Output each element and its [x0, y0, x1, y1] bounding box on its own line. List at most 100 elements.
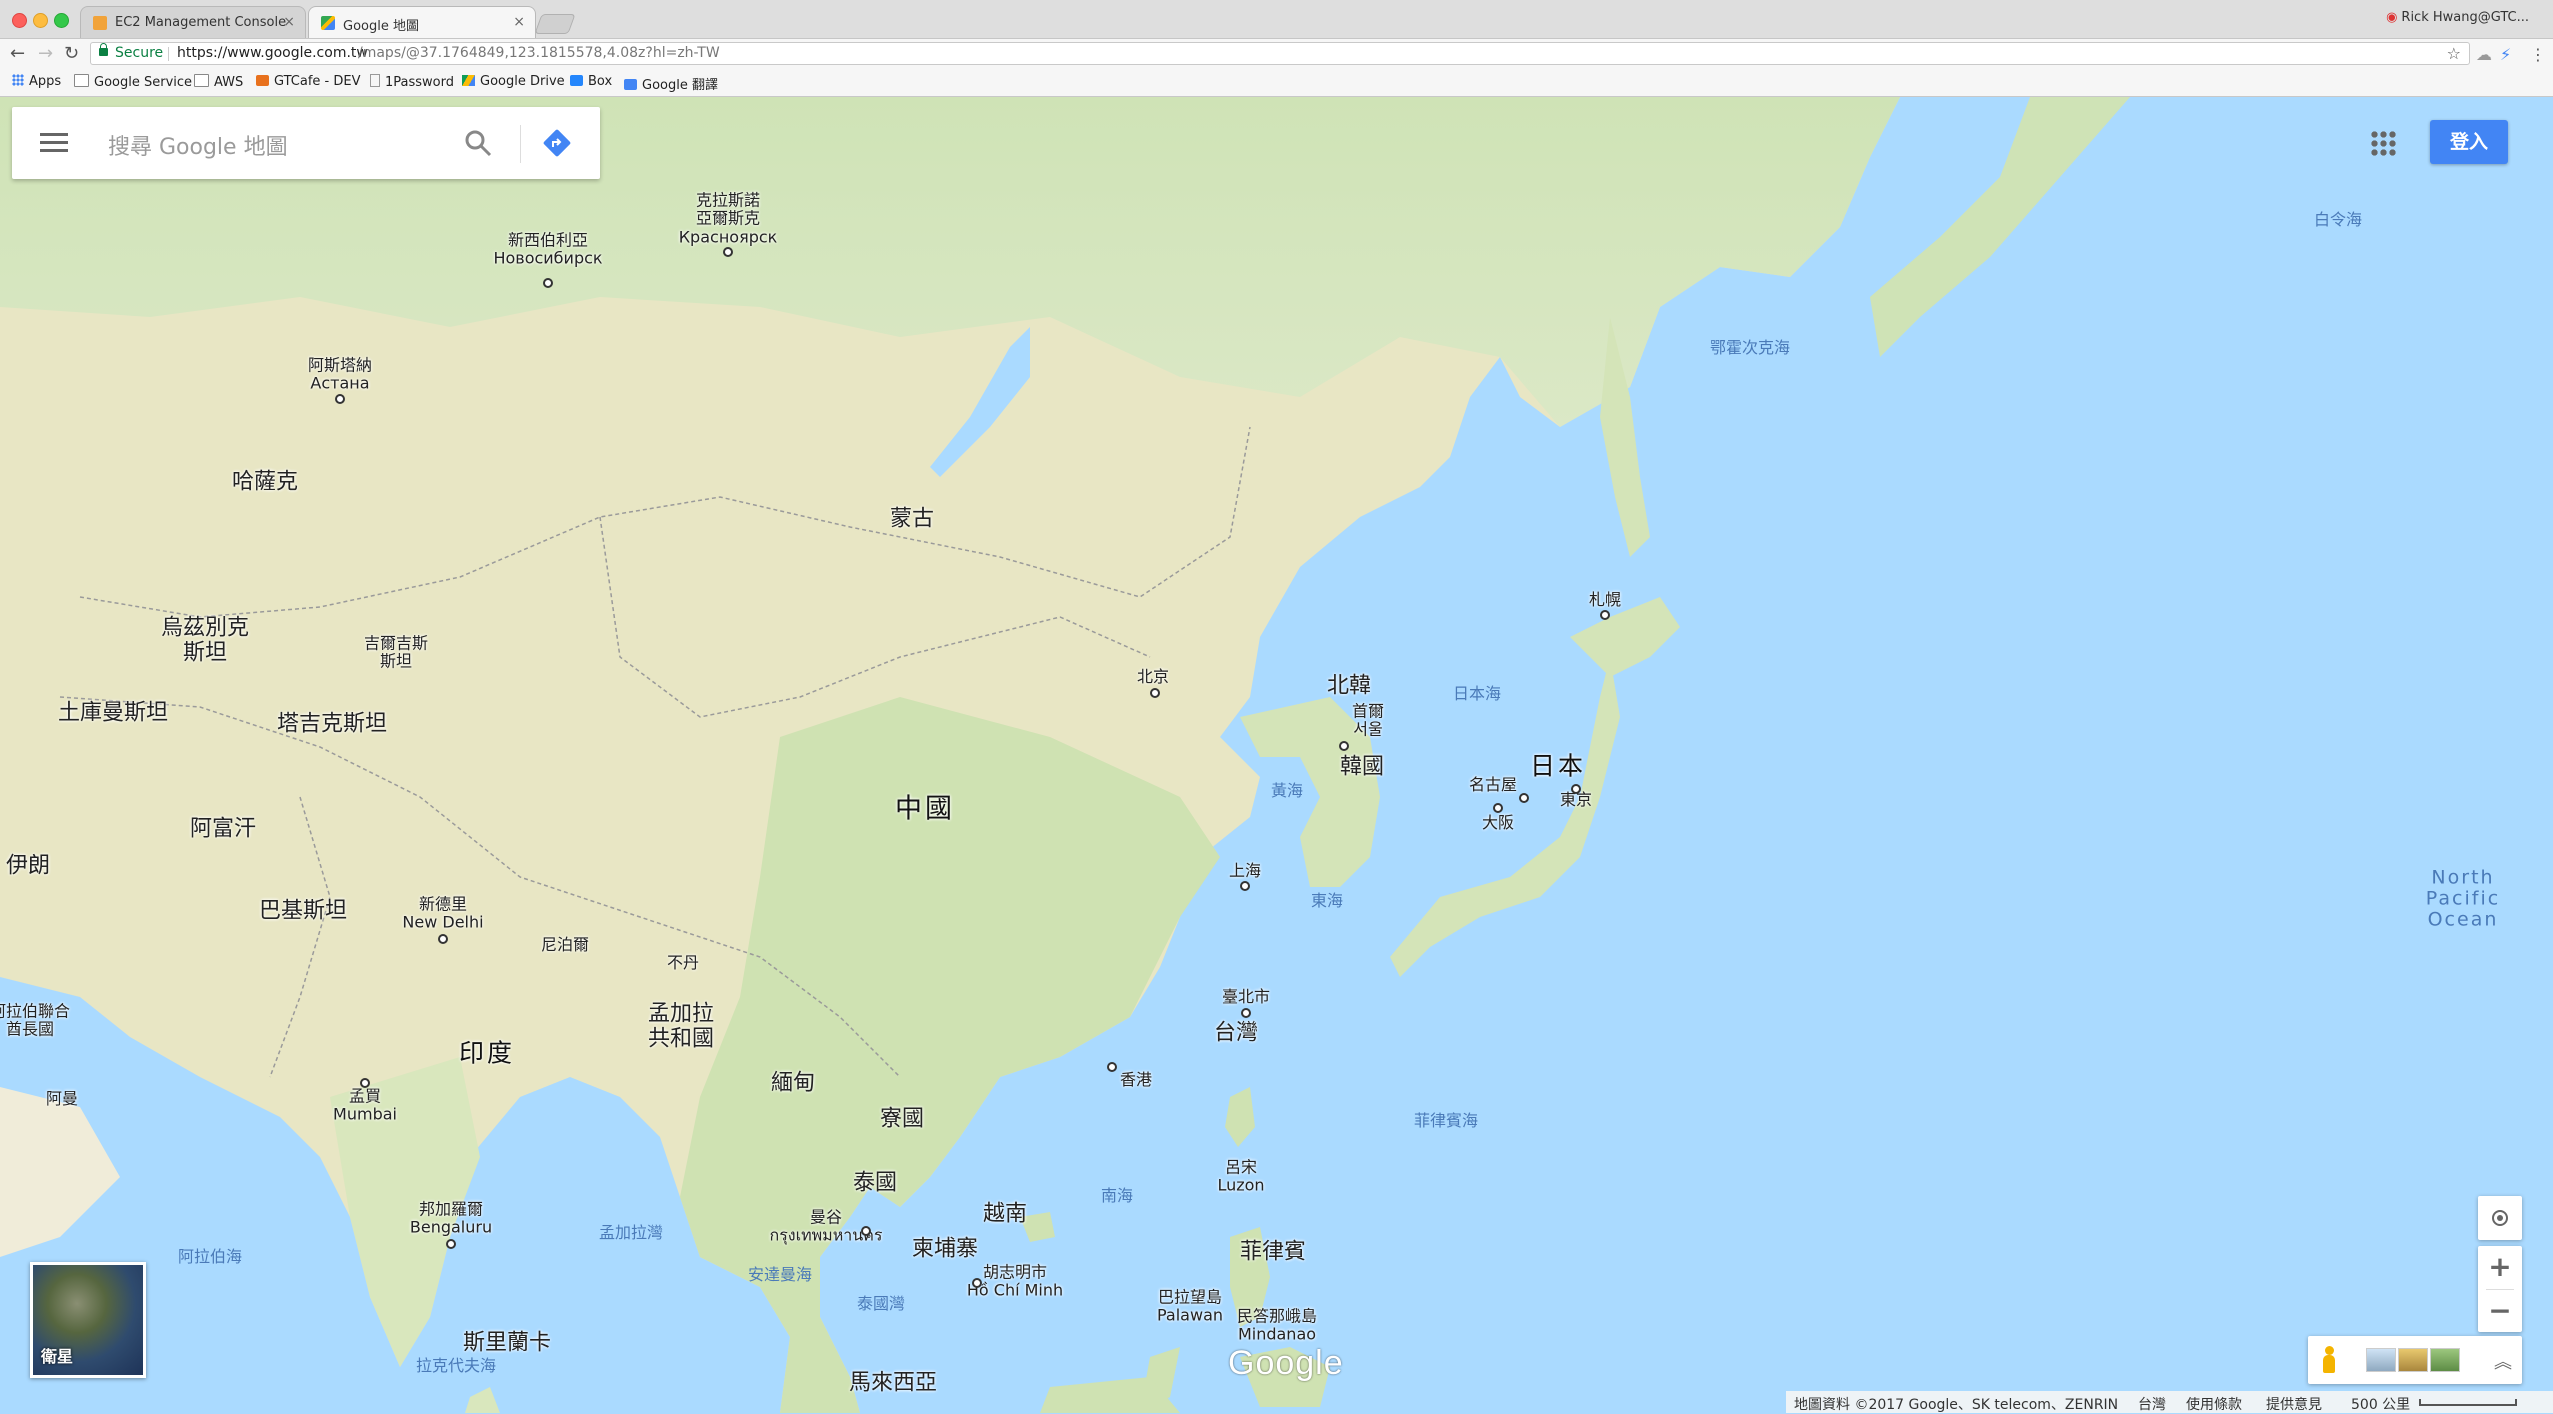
back-arrow-icon[interactable]: ←: [10, 43, 26, 64]
bookmark-google-service[interactable]: Google Service: [74, 74, 192, 90]
label-vietnam[interactable]: 越南: [982, 1201, 1028, 1227]
zoom-out-button[interactable]: −: [2488, 1294, 2512, 1327]
label-south-korea[interactable]: 韓國: [1339, 754, 1385, 780]
label-sea-of-okhotsk[interactable]: 鄂霍次克海: [1709, 337, 1791, 357]
label-japan[interactable]: 日本: [1529, 751, 1587, 781]
menu-hamburger-icon[interactable]: [40, 133, 68, 153]
label-laos[interactable]: 寮國: [879, 1106, 925, 1132]
minimize-window-button[interactable]: [33, 13, 48, 28]
label-oman[interactable]: 阿曼: [45, 1088, 79, 1108]
imagery-thumb[interactable]: [2398, 1348, 2428, 1372]
label-gulf-of-thailand[interactable]: 泰國灣: [856, 1293, 906, 1313]
label-yellow-sea[interactable]: 黃海: [1270, 780, 1304, 800]
label-nepal[interactable]: 尼泊爾: [540, 934, 590, 954]
map-canvas[interactable]: 蒙古 哈薩克 烏茲別克 斯坦 吉爾吉斯 斯坦 土庫曼斯坦 塔吉克斯坦 阿富汗 伊…: [0, 97, 2553, 1413]
sign-in-button[interactable]: 登入: [2430, 120, 2508, 164]
label-east-china-sea[interactable]: 東海: [1310, 890, 1344, 910]
url-bar[interactable]: Secure https://www.google.com.tw /maps/@…: [90, 42, 2470, 65]
label-turkmenistan[interactable]: 土庫曼斯坦: [57, 700, 169, 726]
close-window-button[interactable]: [12, 13, 27, 28]
label-taiwan[interactable]: 台灣: [1213, 1020, 1259, 1046]
label-new-delhi[interactable]: 新德里 New Delhi: [402, 894, 484, 932]
label-sri-lanka[interactable]: 斯里蘭卡: [462, 1330, 552, 1356]
directions-icon[interactable]: [542, 128, 572, 158]
label-bangkok[interactable]: 曼谷 กรุงเทพมหานคร: [769, 1207, 883, 1245]
label-sapporo[interactable]: 札幌: [1588, 589, 1622, 609]
satellite-layer-toggle[interactable]: 衛星: [30, 1262, 146, 1378]
profile-button[interactable]: ◉ Rick Hwang@GTC...: [2386, 10, 2529, 25]
label-andaman-sea[interactable]: 安達曼海: [747, 1264, 813, 1284]
terms-link[interactable]: 使用條款: [2186, 1397, 2242, 1413]
label-afghanistan[interactable]: 阿富汗: [189, 816, 257, 842]
label-nagoya[interactable]: 名古屋: [1468, 774, 1518, 794]
label-shanghai[interactable]: 上海: [1228, 860, 1262, 880]
tab-google-maps[interactable]: Google 地圖 ×: [308, 6, 536, 38]
label-kyrgyzstan[interactable]: 吉爾吉斯 斯坦: [363, 633, 429, 671]
label-mongolia[interactable]: 蒙古: [889, 506, 935, 532]
label-beijing[interactable]: 北京: [1136, 666, 1170, 686]
label-bangladesh[interactable]: 孟加拉 共和國: [647, 1001, 715, 1052]
label-taipei[interactable]: 臺北市: [1221, 986, 1271, 1006]
label-kazakhstan[interactable]: 哈薩克: [231, 469, 299, 495]
bookmark-aws[interactable]: AWS: [194, 74, 243, 90]
close-tab-icon[interactable]: ×: [283, 14, 295, 30]
close-tab-icon[interactable]: ×: [513, 14, 525, 30]
label-north-korea[interactable]: 北韓: [1326, 673, 1372, 699]
label-china[interactable]: 中國: [895, 793, 955, 825]
label-cambodia[interactable]: 柬埔寨: [911, 1236, 979, 1262]
label-philippine-sea[interactable]: 菲律賓海: [1413, 1110, 1479, 1130]
search-icon[interactable]: [464, 129, 492, 157]
zoom-in-button[interactable]: +: [2488, 1250, 2512, 1283]
reload-icon[interactable]: ↻: [64, 43, 80, 64]
new-tab-button[interactable]: [534, 14, 576, 34]
scale-label[interactable]: 500 公里: [2351, 1397, 2411, 1413]
imagery-thumb[interactable]: [2366, 1348, 2396, 1372]
bookmark-1password[interactable]: 1Password: [370, 74, 454, 90]
extension-bolt-icon[interactable]: ⚡: [2500, 45, 2512, 64]
label-novosibirsk[interactable]: 新西伯利亞 Новосибирск: [493, 230, 603, 268]
maximize-window-button[interactable]: [54, 13, 69, 28]
bookmark-apps[interactable]: Apps: [12, 74, 61, 89]
chevron-up-icon[interactable]: ︽: [2494, 1352, 2512, 1373]
label-mumbai[interactable]: 孟買 Mumbai: [333, 1086, 397, 1124]
label-north-pacific-ocean[interactable]: North Pacific Ocean: [2425, 866, 2501, 931]
imagery-thumb[interactable]: [2430, 1348, 2460, 1372]
tab-ec2-console[interactable]: EC2 Management Console ×: [80, 6, 306, 38]
label-myanmar[interactable]: 緬甸: [770, 1070, 816, 1096]
google-apps-icon[interactable]: [2370, 130, 2396, 156]
label-tokyo[interactable]: 東京: [1559, 789, 1593, 809]
my-location-button[interactable]: [2478, 1196, 2522, 1240]
label-iran[interactable]: 伊朗: [5, 853, 51, 879]
feedback-link[interactable]: 提供意見: [2266, 1397, 2322, 1413]
label-seoul[interactable]: 首爾 서울: [1351, 701, 1385, 739]
label-pakistan[interactable]: 巴基斯坦: [258, 898, 348, 924]
search-input[interactable]: 搜尋 Google 地圖: [108, 135, 288, 160]
label-south-china-sea[interactable]: 南海: [1100, 1185, 1134, 1205]
label-bengaluru[interactable]: 邦加羅爾 Bengaluru: [409, 1199, 493, 1237]
label-laccadive-sea[interactable]: 拉克代夫海: [415, 1355, 497, 1375]
label-malaysia[interactable]: 馬來西亞: [848, 1370, 938, 1396]
bookmark-star-icon[interactable]: ☆: [2446, 44, 2461, 63]
pegman-icon[interactable]: [2322, 1346, 2336, 1374]
region-link[interactable]: 台灣: [2138, 1397, 2166, 1413]
label-arabian-sea[interactable]: 阿拉伯海: [177, 1246, 243, 1266]
bookmark-google-drive[interactable]: Google Drive: [462, 74, 565, 89]
label-uzbekistan[interactable]: 烏茲別克 斯坦: [160, 615, 250, 666]
label-thailand[interactable]: 泰國: [852, 1170, 898, 1196]
label-bay-of-bengal[interactable]: 孟加拉灣: [598, 1222, 664, 1242]
label-bhutan[interactable]: 不丹: [666, 952, 700, 972]
label-krasnoyarsk[interactable]: 克拉斯諾 亞爾斯克 Красноярск: [678, 190, 778, 247]
forward-arrow-icon[interactable]: →: [38, 43, 54, 64]
label-philippines[interactable]: 菲律賓: [1239, 1239, 1307, 1265]
label-sea-of-japan[interactable]: 日本海: [1452, 683, 1502, 703]
menu-kebab-icon[interactable]: ⋮: [2530, 45, 2546, 64]
label-bering-sea[interactable]: 白令海: [2313, 209, 2363, 229]
label-astana[interactable]: 阿斯塔納 Астана: [307, 355, 373, 393]
label-luzon[interactable]: 呂宋 Luzon: [1217, 1157, 1265, 1195]
label-uae[interactable]: 阿拉伯聯合 酋長國: [0, 1001, 71, 1039]
bookmark-gtcafe-dev[interactable]: GTCafe - DEV: [256, 74, 360, 89]
bookmark-google-translate[interactable]: Google 翻譯: [624, 74, 718, 93]
extension-icon[interactable]: ☁: [2476, 45, 2492, 64]
label-osaka[interactable]: 大阪: [1481, 812, 1515, 832]
label-tajikistan[interactable]: 塔吉克斯坦: [276, 711, 388, 737]
